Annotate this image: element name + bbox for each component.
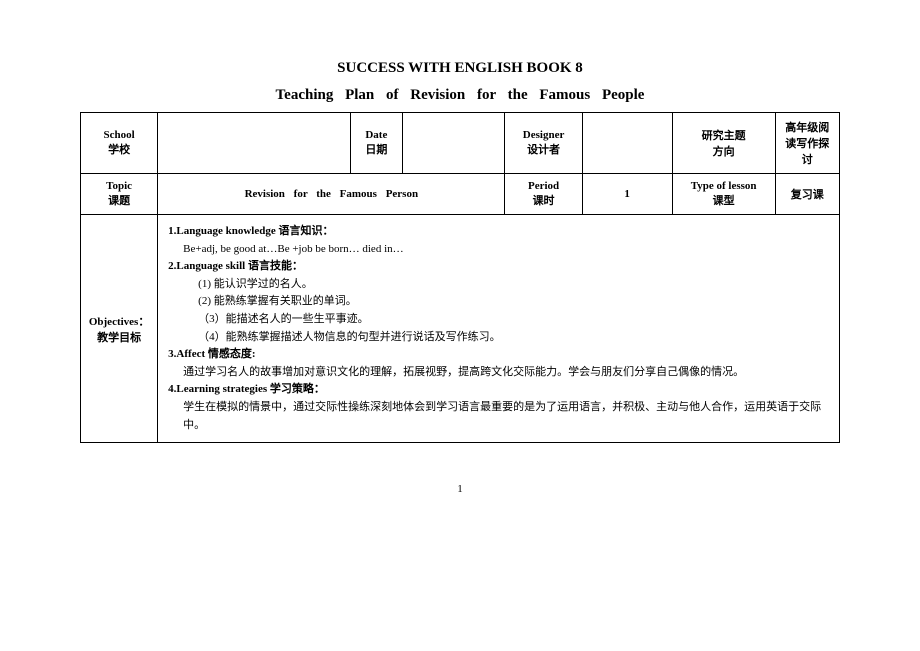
type-label: Type of lesson 课型: [672, 174, 775, 215]
school-en: School: [103, 129, 134, 141]
type-zh: 课型: [713, 195, 735, 207]
topic-en: Topic: [106, 180, 132, 192]
sub-title: Teaching Plan of Revision for the Famous…: [80, 87, 840, 104]
obj-en: Objectives：: [89, 316, 149, 328]
date-value: [402, 113, 505, 174]
objectives-label: Objectives： 教学目标: [81, 215, 158, 443]
school-value: [158, 113, 351, 174]
designer-zh: 设计者: [527, 144, 560, 156]
grade-zh2: 读写作探: [785, 138, 829, 150]
topic-zh: 课题: [108, 195, 130, 207]
main-title: SUCCESS WITH ENGLISH BOOK 8: [80, 60, 840, 77]
designer-value: [582, 113, 672, 174]
obj-zh: 教学目标: [97, 332, 141, 344]
date-label: Date 日期: [351, 113, 402, 174]
obj-k4: 4.Learning strategies 学习策略：: [168, 383, 325, 395]
topic-value: Revision for the Famous Person: [158, 174, 505, 215]
objectives-row: Objectives： 教学目标 1.Language knowledge 语言…: [81, 215, 840, 443]
type-en: Type of lesson: [691, 180, 757, 192]
date-en: Date: [365, 129, 387, 141]
obj-k3-1: 通过学习名人的故事增加对意识文化的理解，拓展视野，提高跨文化交际能力。学会与朋友…: [168, 364, 829, 382]
grade-zh1: 高年级阅: [785, 122, 829, 134]
obj-k2-3: （3）能描述名人的一些生平事迹。: [168, 311, 829, 329]
obj-k1: 1.Language knowledge 语言知识：: [168, 225, 333, 237]
objectives-content: 1.Language knowledge 语言知识： Be+adj, be go…: [158, 215, 840, 443]
topic-label: Topic 课题: [81, 174, 158, 215]
lesson-plan-table: School 学校 Date 日期 Designer 设计者 研究主题 方向 高…: [80, 112, 840, 443]
school-zh: 学校: [108, 144, 130, 156]
designer-en: Designer: [523, 129, 565, 141]
period-value: 1: [582, 174, 672, 215]
research-label: 研究主题 方向: [672, 113, 775, 174]
research-zh1: 研究主题: [702, 130, 746, 142]
type-value: 复习课: [775, 174, 839, 215]
date-zh: 日期: [365, 144, 387, 156]
obj-k2-1: (1) 能认识学过的名人。: [168, 276, 829, 294]
obj-k4-1: 学生在模拟的情景中，通过交际性操练深刻地体会到学习语言最重要的是为了运用语言，并…: [168, 399, 829, 434]
period-label: Period 课时: [505, 174, 582, 215]
designer-label: Designer 设计者: [505, 113, 582, 174]
research-zh2: 方向: [713, 146, 735, 158]
header-row-1: School 学校 Date 日期 Designer 设计者 研究主题 方向 高…: [81, 113, 840, 174]
grade-zh3: 讨: [802, 154, 813, 166]
period-zh: 课时: [533, 195, 555, 207]
period-en: Period: [528, 180, 559, 192]
obj-k2-4: （4）能熟练掌握描述人物信息的句型并进行说话及写作练习。: [168, 329, 829, 347]
grade-value: 高年级阅 读写作探 讨: [775, 113, 839, 174]
school-label: School 学校: [81, 113, 158, 174]
obj-k1-1: Be+adj, be good at…Be +job be born… died…: [168, 241, 829, 259]
obj-k3: 3.Affect 情感态度:: [168, 348, 255, 360]
obj-k2-2: (2) 能熟练掌握有关职业的单词。: [168, 293, 829, 311]
header-row-2: Topic 课题 Revision for the Famous Person …: [81, 174, 840, 215]
page-number: 1: [80, 483, 840, 495]
obj-k2: 2.Language skill 语言技能：: [168, 260, 303, 272]
